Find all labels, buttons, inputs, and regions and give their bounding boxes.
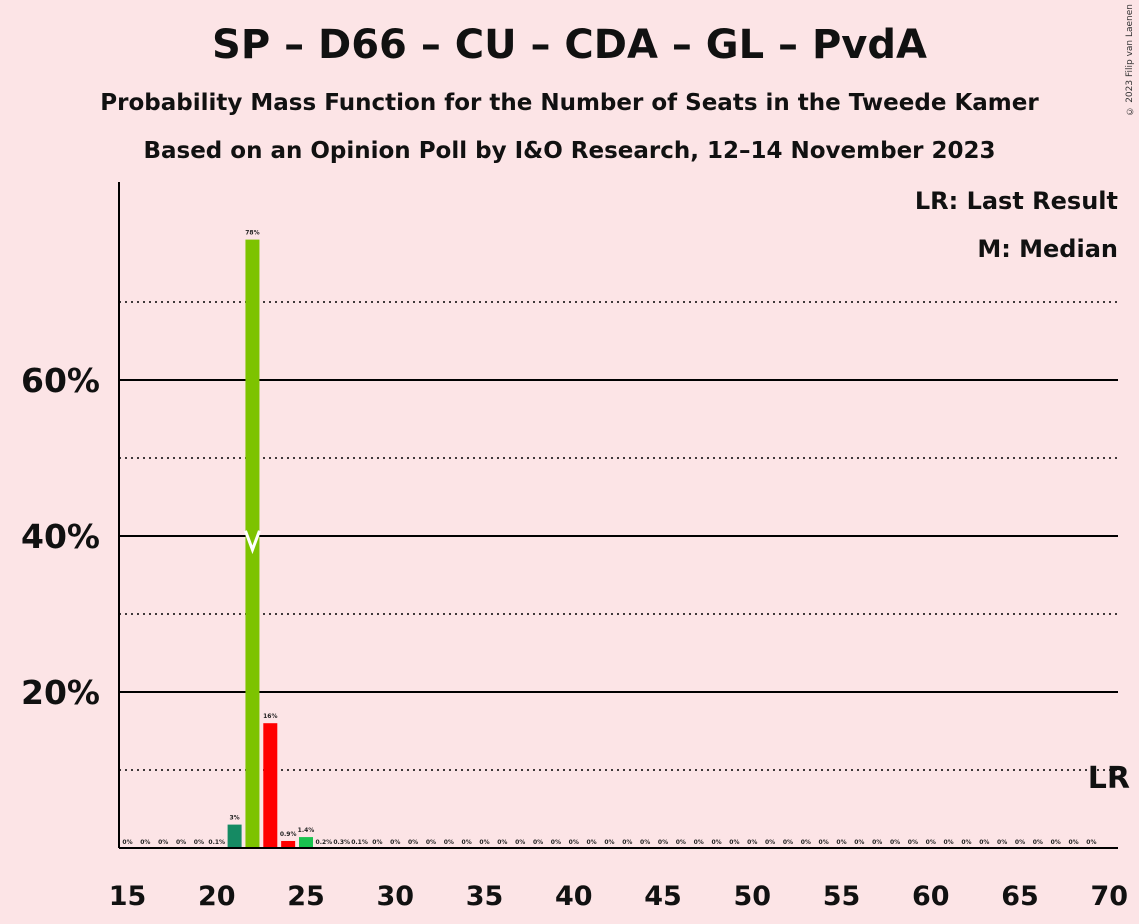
x-tick-label-25: 25 <box>287 881 325 912</box>
bar-25 <box>299 837 313 848</box>
data-label-29: 0% <box>372 839 382 846</box>
y-tick-label-60: 60% <box>21 361 100 400</box>
data-label-24: 0.9% <box>280 831 297 838</box>
data-label-49: 0% <box>729 839 739 846</box>
data-label-57: 0% <box>872 839 882 846</box>
x-tick-label-15: 15 <box>109 881 147 912</box>
data-label-60: 0% <box>926 839 936 846</box>
data-label-23: 16% <box>263 713 277 720</box>
data-label-22: 78% <box>245 230 259 237</box>
data-label-69: 0% <box>1086 839 1096 846</box>
x-tick-label-45: 45 <box>644 881 682 912</box>
data-label-27: 0.3% <box>333 839 350 846</box>
data-label-19: 0% <box>194 839 204 846</box>
x-tick-label-65: 65 <box>1001 881 1039 912</box>
data-label-31: 0% <box>408 839 418 846</box>
x-tick-label-30: 30 <box>376 881 414 912</box>
data-label-56: 0% <box>854 839 864 846</box>
data-label-48: 0% <box>711 839 721 846</box>
data-label-59: 0% <box>908 839 918 846</box>
data-label-52: 0% <box>783 839 793 846</box>
bar-21 <box>227 824 242 848</box>
y-tick-label-20: 20% <box>21 673 100 712</box>
data-label-34: 0% <box>462 839 472 846</box>
data-label-47: 0% <box>694 839 704 846</box>
data-label-20: 0.1% <box>208 839 225 846</box>
last-result-marker: LR <box>1088 761 1130 796</box>
data-label-38: 0% <box>533 839 543 846</box>
x-tick-label-55: 55 <box>823 881 861 912</box>
data-label-68: 0% <box>1068 839 1078 846</box>
x-tick-labels: 15 20 25 30 35 40 45 50 55 60 65 70 <box>109 881 1128 912</box>
x-tick-label-70: 70 <box>1090 881 1128 912</box>
data-label-58: 0% <box>890 839 900 846</box>
y-tick-labels: 20% 40% 60% <box>21 361 100 712</box>
data-label-41: 0% <box>587 839 597 846</box>
data-label-25: 1.4% <box>298 827 315 834</box>
data-label-54: 0% <box>819 839 829 846</box>
data-label-18: 0% <box>176 839 186 846</box>
data-label-44: 0% <box>640 839 650 846</box>
data-label-65: 0% <box>1015 839 1025 846</box>
data-label-67: 0% <box>1051 839 1061 846</box>
chart-subtitle-2: Based on an Opinion Poll by I&O Research… <box>143 138 996 164</box>
x-tick-label-50: 50 <box>733 881 771 912</box>
bars <box>227 239 313 849</box>
data-label-53: 0% <box>801 839 811 846</box>
data-label-66: 0% <box>1033 839 1043 846</box>
x-tick-label-35: 35 <box>466 881 504 912</box>
data-label-46: 0% <box>676 839 686 846</box>
grid-lines <box>119 301 1118 771</box>
x-tick-label-40: 40 <box>555 881 593 912</box>
data-label-39: 0% <box>551 839 561 846</box>
data-label-40: 0% <box>569 839 579 846</box>
bar-24 <box>281 840 296 848</box>
median-marker <box>244 530 261 555</box>
data-label-30: 0% <box>390 839 400 846</box>
data-label-36: 0% <box>497 839 507 846</box>
data-label-17: 0% <box>158 839 168 846</box>
data-label-42: 0% <box>604 839 614 846</box>
data-label-26: 0.2% <box>316 839 333 846</box>
data-label-62: 0% <box>961 839 971 846</box>
data-label-32: 0% <box>426 839 436 846</box>
data-label-50: 0% <box>747 839 757 846</box>
data-label-35: 0% <box>479 839 489 846</box>
data-labels: 0% 0% 0% 0% 0% 0.1%3%78%16%0.9%1.4%0.2% 0.3% 0.… <box>122 230 1096 846</box>
legend-last-result: LR: Last Result <box>915 187 1118 215</box>
data-label-15: 0% <box>122 839 132 846</box>
data-label-33: 0% <box>444 839 454 846</box>
data-label-43: 0% <box>622 839 632 846</box>
x-tick-label-20: 20 <box>198 881 236 912</box>
data-label-21: 3% <box>230 815 240 822</box>
data-label-63: 0% <box>979 839 989 846</box>
data-label-16: 0% <box>140 839 150 846</box>
data-label-55: 0% <box>836 839 846 846</box>
data-label-37: 0% <box>515 839 525 846</box>
data-label-51: 0% <box>765 839 775 846</box>
bar-22 <box>245 239 260 849</box>
data-label-45: 0% <box>658 839 668 846</box>
data-label-61: 0% <box>944 839 954 846</box>
y-tick-label-40: 40% <box>21 517 100 556</box>
x-tick-label-60: 60 <box>912 881 950 912</box>
chart-title: SP – D66 – CU – CDA – GL – PvdA <box>212 22 927 68</box>
data-label-28: 0.1% <box>351 839 368 846</box>
chart-subtitle: Probability Mass Function for the Number… <box>100 90 1039 116</box>
bar-23 <box>263 723 278 848</box>
legend-median: M: Median <box>977 235 1118 263</box>
axes <box>118 182 1118 849</box>
data-label-64: 0% <box>997 839 1007 846</box>
